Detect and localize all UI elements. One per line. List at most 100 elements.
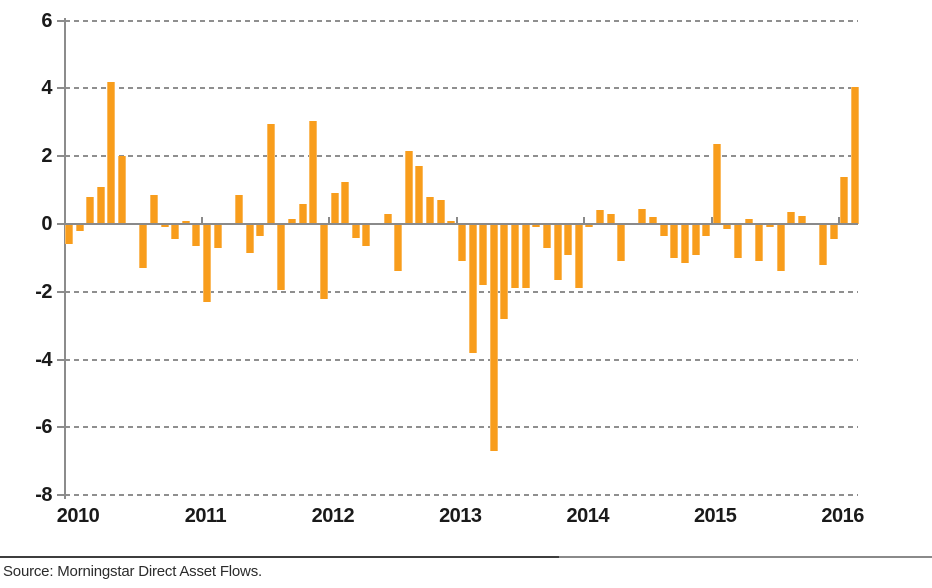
- bar: [277, 224, 286, 291]
- gridline: [65, 19, 858, 22]
- bar: [351, 224, 360, 238]
- gridline: [65, 155, 858, 158]
- bar: [787, 212, 796, 224]
- y-axis-tick: [57, 19, 66, 22]
- bar: [468, 224, 477, 353]
- bar: [596, 210, 604, 224]
- bar: [309, 120, 318, 224]
- bar: [500, 224, 509, 319]
- bar: [86, 196, 95, 224]
- year-boundary-tick: [455, 217, 458, 224]
- bar: [319, 224, 328, 299]
- bar: [521, 224, 530, 289]
- bar: [234, 195, 243, 224]
- bar: [564, 224, 573, 255]
- zero-baseline: [64, 222, 858, 226]
- bar: [734, 224, 743, 258]
- bar: [96, 186, 105, 224]
- gridline: [65, 494, 858, 497]
- bar: [457, 224, 466, 262]
- bar: [160, 224, 169, 228]
- x-tick-label: 2014: [566, 505, 610, 527]
- bar: [288, 218, 297, 224]
- bar: [213, 224, 222, 248]
- bar: [606, 213, 615, 224]
- y-axis-tick: [57, 358, 66, 361]
- y-tick-label: 4: [41, 77, 52, 100]
- x-tick-label: 2010: [56, 505, 100, 527]
- x-tick-label: 2013: [439, 505, 482, 527]
- y-axis-tick: [57, 494, 66, 497]
- year-boundary-tick: [710, 217, 713, 224]
- bar: [532, 224, 541, 228]
- bar: [744, 218, 753, 224]
- y-axis-tick: [57, 426, 66, 429]
- bar: [819, 224, 828, 265]
- bar: [585, 224, 594, 228]
- y-axis-tick: [57, 290, 66, 293]
- bar: [447, 220, 456, 224]
- bar: [171, 224, 180, 240]
- bar: [65, 224, 73, 245]
- bar: [298, 203, 307, 224]
- x-tick-label: 2015: [693, 505, 737, 527]
- separator-line: [0, 556, 932, 558]
- bar: [149, 195, 158, 224]
- y-axis-tick: [57, 223, 66, 225]
- y-tick-label: 0: [41, 213, 52, 235]
- bar: [542, 224, 551, 248]
- bar: [691, 224, 700, 255]
- bar: [755, 224, 764, 262]
- year-boundary-tick: [200, 217, 203, 224]
- x-tick-label: 2012: [311, 505, 355, 527]
- bar: [426, 196, 435, 224]
- bar: [415, 166, 424, 224]
- bar: [479, 224, 488, 286]
- y-tick-label: -4: [35, 348, 52, 371]
- bar: [712, 144, 721, 224]
- bar: [181, 220, 190, 224]
- bar: [702, 224, 711, 236]
- y-tick-label: -8: [35, 484, 52, 507]
- year-boundary-tick: [837, 217, 840, 224]
- bar: [511, 224, 520, 289]
- y-axis-tick: [57, 155, 66, 158]
- x-tick-label: 2016: [821, 505, 864, 527]
- bar: [203, 224, 212, 302]
- y-tick-label: -2: [35, 280, 52, 303]
- bar: [192, 224, 201, 247]
- bar: [680, 224, 689, 263]
- gridline: [65, 290, 858, 293]
- gridline: [65, 358, 858, 361]
- bar: [829, 224, 838, 240]
- bar: [489, 224, 498, 452]
- bar: [383, 213, 392, 224]
- bar: [723, 224, 732, 230]
- bar: [107, 81, 116, 224]
- bar: [266, 123, 275, 224]
- y-axis-tick: [57, 87, 66, 90]
- year-boundary-tick: [583, 217, 586, 224]
- bar: [850, 86, 859, 224]
- bar: [649, 217, 658, 224]
- bar: [638, 208, 647, 224]
- gridline: [65, 87, 858, 90]
- bar: [394, 224, 403, 272]
- y-axis-line: [64, 17, 66, 500]
- bar: [341, 181, 350, 224]
- bar: [797, 215, 806, 224]
- bar: [670, 224, 679, 258]
- source-note: Source: Morningstar Direct Asset Flows.: [3, 563, 262, 580]
- bar: [840, 176, 849, 224]
- bar: [617, 224, 626, 262]
- bar: [659, 224, 668, 236]
- y-tick-label: 6: [41, 9, 52, 32]
- bar: [553, 224, 562, 280]
- bar: [118, 156, 127, 224]
- bar: [404, 151, 413, 224]
- bar: [776, 224, 785, 272]
- year-boundary-tick: [328, 217, 331, 224]
- gridline: [65, 426, 858, 429]
- bar: [245, 224, 254, 253]
